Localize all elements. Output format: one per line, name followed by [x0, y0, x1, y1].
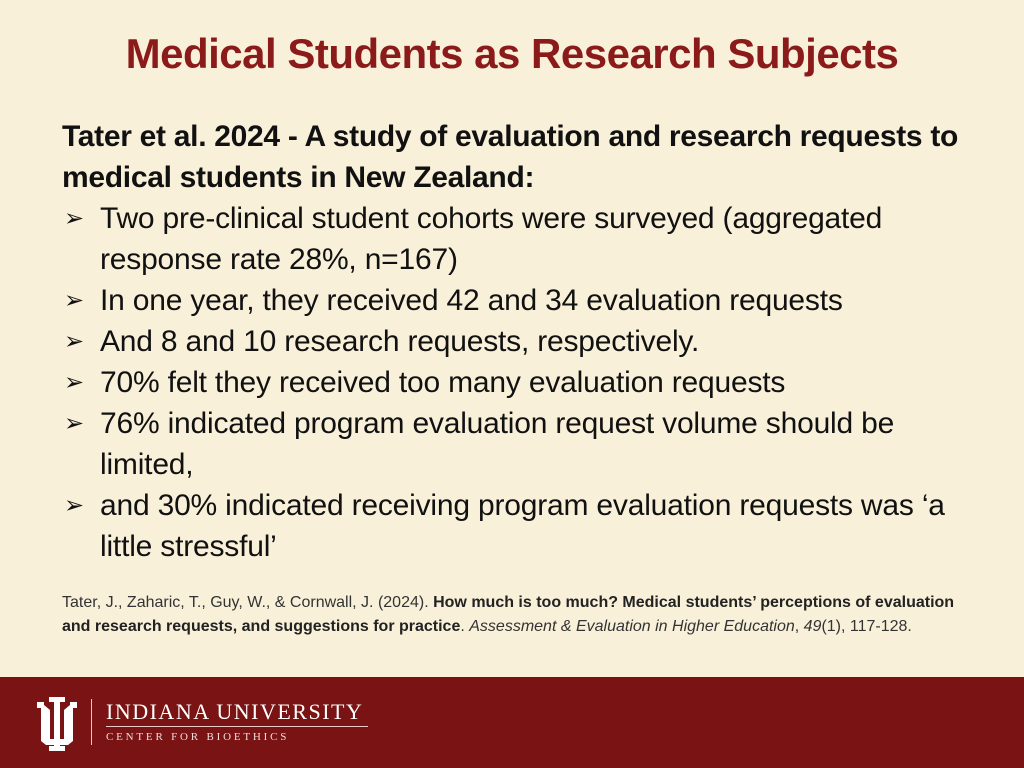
citation: Tater, J., Zaharic, T., Guy, W., & Cornw… [62, 591, 982, 639]
content-block: Tater et al. 2024 - A study of evaluatio… [62, 116, 982, 567]
arrowhead-bullet-icon: ➢ [64, 410, 84, 437]
arrowhead-bullet-icon: ➢ [64, 287, 84, 314]
bullet-list: ➢ Two pre-clinical student cohorts were … [62, 198, 982, 567]
bullet-item: ➢ And 8 and 10 research requests, respec… [62, 321, 982, 362]
bullet-item: ➢ 70% felt they received too many evalua… [62, 362, 982, 403]
arrowhead-bullet-icon: ➢ [64, 328, 84, 355]
center-name: CENTER FOR BIOETHICS [106, 731, 290, 743]
arrowhead-bullet-icon: ➢ [64, 492, 84, 519]
bullet-text: In one year, they received 42 and 34 eva… [100, 284, 843, 317]
citation-issue-pages: (1), 117-128. [821, 618, 912, 635]
arrowhead-bullet-icon: ➢ [64, 205, 84, 232]
bullet-item: ➢ Two pre-clinical student cohorts were … [62, 198, 982, 280]
slide-title: Medical Students as Research Subjects [125, 30, 899, 77]
bullet-text: And 8 and 10 research requests, respecti… [100, 325, 700, 358]
citation-separator: . [460, 618, 470, 635]
intro-text: Tater et al. 2024 - A study of evaluatio… [62, 120, 959, 194]
footer-divider [91, 699, 92, 745]
citation-article-title: How much is too much? Medical students’ … [62, 594, 955, 635]
bullet-item: ➢ 76% indicated program evaluation reque… [62, 403, 982, 485]
arrowhead-bullet-icon: ➢ [64, 369, 84, 396]
bullet-text: 70% felt they received too many evaluati… [100, 366, 786, 399]
name-rule [106, 726, 368, 727]
bullet-text: Two pre-clinical student cohorts were su… [100, 202, 883, 276]
citation-volume: 49 [803, 618, 822, 635]
university-name: INDIANA UNIVERSITY [106, 699, 364, 724]
citation-journal: Assessment & Evaluation in Higher Educat… [469, 618, 795, 635]
bullet-item: ➢ In one year, they received 42 and 34 e… [62, 280, 982, 321]
footer-bar: INDIANA UNIVERSITY CENTER FOR BIOETHICS [0, 677, 1024, 768]
bullet-item: ➢ and 30% indicated receiving program ev… [62, 485, 982, 567]
bullet-text: 76% indicated program evaluation request… [100, 407, 895, 481]
iu-trident-icon [37, 697, 77, 751]
citation-authors: Tater, J., Zaharic, T., Guy, W., & Cornw… [62, 594, 434, 611]
citation-separator: , [794, 618, 804, 635]
bullet-text: and 30% indicated receiving program eval… [100, 489, 945, 563]
